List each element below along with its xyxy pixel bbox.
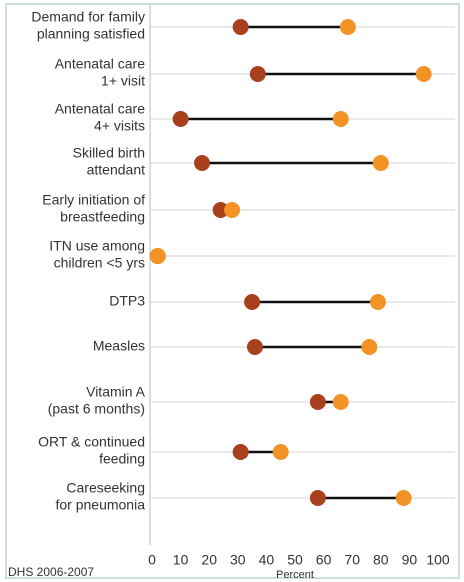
category-label: 4+ visits: [94, 118, 145, 134]
category-label: Skilled birth: [73, 145, 145, 161]
dot: [172, 111, 189, 127]
category-label: breastfeeding: [60, 209, 145, 225]
dot: [149, 248, 166, 264]
dot: [369, 294, 386, 310]
dot: [244, 294, 261, 310]
x-tick-label: 40: [259, 552, 275, 568]
x-tick-label: 90: [402, 552, 418, 568]
category-label: Early initiation of: [42, 192, 145, 208]
x-tick-label: 20: [201, 552, 217, 568]
category-label: Careseeking: [66, 480, 145, 496]
x-tick-label: 100: [426, 552, 450, 568]
dot: [415, 66, 432, 82]
dot: [194, 155, 211, 171]
dot: [309, 394, 326, 410]
dot: [232, 444, 249, 460]
dot: [232, 19, 249, 35]
category-label: for pneumonia: [55, 497, 145, 513]
x-tick-label: 80: [373, 552, 389, 568]
dot: [361, 339, 378, 355]
x-tick-label: 0: [148, 552, 156, 568]
category-label: feeding: [99, 451, 145, 467]
category-label: ITN use among: [49, 238, 145, 254]
dot: [332, 394, 349, 410]
source: DHS 2006-2007: [8, 565, 94, 579]
x-tick-label: 30: [230, 552, 246, 568]
dot: [212, 202, 229, 218]
category-label: attendant: [87, 162, 145, 178]
x-axis-label: Percent: [276, 569, 314, 581]
x-tick-label: 60: [316, 552, 332, 568]
dot: [249, 66, 266, 82]
category-label: Measles: [93, 338, 145, 354]
category-label: Demand for family: [31, 9, 145, 25]
dot: [372, 155, 389, 171]
dot: [395, 490, 412, 506]
category-label: DTP3: [109, 293, 145, 309]
x-tick-label: 50: [287, 552, 303, 568]
category-label: children <5 yrs: [54, 255, 145, 271]
dot: [332, 111, 349, 127]
x-tick-label: 10: [173, 552, 189, 568]
category-label: Antenatal care: [55, 101, 145, 117]
dot: [224, 202, 241, 218]
dot: [272, 444, 289, 460]
category-label: (past 6 months): [48, 401, 145, 417]
dot: [339, 19, 356, 35]
category-label: Vitamin A: [86, 384, 146, 400]
category-label: planning satisfied: [37, 26, 145, 42]
frame: [5, 3, 460, 579]
x-tick-label: 70: [344, 552, 360, 568]
category-label: ORT & continued: [38, 434, 145, 450]
dot: [246, 339, 263, 355]
category-label: Antenatal care: [55, 56, 145, 72]
category-label: 1+ visit: [101, 73, 145, 89]
dot: [309, 490, 326, 506]
